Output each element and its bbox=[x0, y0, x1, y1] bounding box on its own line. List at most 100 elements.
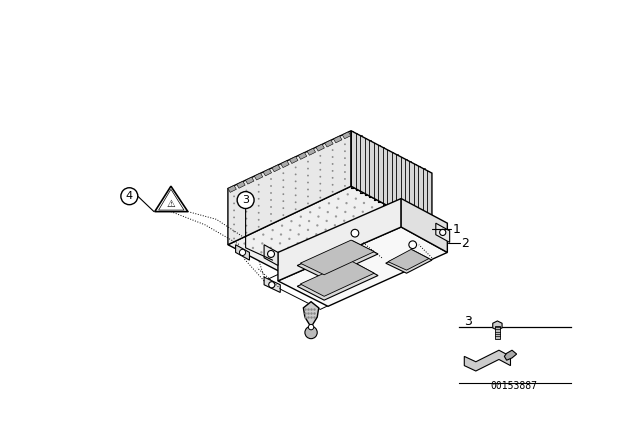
Circle shape bbox=[317, 215, 319, 218]
Polygon shape bbox=[297, 241, 378, 279]
Circle shape bbox=[233, 231, 235, 233]
Circle shape bbox=[233, 202, 235, 204]
Circle shape bbox=[258, 205, 260, 207]
Circle shape bbox=[393, 237, 396, 239]
Circle shape bbox=[332, 191, 333, 193]
Circle shape bbox=[303, 264, 305, 267]
Polygon shape bbox=[342, 132, 351, 139]
Circle shape bbox=[294, 269, 296, 271]
Circle shape bbox=[305, 246, 307, 249]
Circle shape bbox=[258, 219, 260, 221]
Circle shape bbox=[282, 186, 284, 188]
Circle shape bbox=[282, 207, 284, 209]
Circle shape bbox=[358, 246, 360, 248]
Circle shape bbox=[295, 173, 296, 175]
Circle shape bbox=[326, 220, 328, 222]
Circle shape bbox=[307, 202, 309, 204]
Circle shape bbox=[286, 255, 289, 258]
Circle shape bbox=[312, 268, 314, 271]
Polygon shape bbox=[401, 198, 447, 252]
Polygon shape bbox=[388, 250, 429, 270]
Circle shape bbox=[344, 211, 346, 213]
Circle shape bbox=[396, 219, 397, 221]
Polygon shape bbox=[236, 245, 250, 260]
Circle shape bbox=[319, 169, 321, 171]
Circle shape bbox=[270, 213, 272, 215]
Circle shape bbox=[332, 242, 334, 244]
Circle shape bbox=[353, 215, 355, 217]
Circle shape bbox=[308, 220, 310, 222]
Circle shape bbox=[270, 185, 272, 187]
Circle shape bbox=[355, 198, 357, 200]
Circle shape bbox=[303, 273, 305, 276]
Circle shape bbox=[340, 246, 342, 249]
Circle shape bbox=[277, 260, 280, 262]
Circle shape bbox=[253, 238, 255, 240]
Circle shape bbox=[369, 224, 371, 226]
Circle shape bbox=[376, 237, 378, 239]
Circle shape bbox=[282, 179, 284, 181]
Circle shape bbox=[353, 206, 356, 209]
Circle shape bbox=[258, 198, 260, 200]
Circle shape bbox=[358, 237, 361, 239]
Circle shape bbox=[337, 198, 339, 200]
Circle shape bbox=[299, 224, 301, 227]
Circle shape bbox=[246, 211, 247, 212]
Circle shape bbox=[347, 193, 349, 195]
Circle shape bbox=[262, 233, 264, 236]
Polygon shape bbox=[333, 136, 342, 143]
Circle shape bbox=[270, 206, 272, 208]
Circle shape bbox=[268, 250, 275, 258]
Circle shape bbox=[344, 185, 346, 187]
Circle shape bbox=[246, 197, 247, 198]
Circle shape bbox=[339, 264, 340, 266]
Polygon shape bbox=[278, 198, 401, 281]
Polygon shape bbox=[386, 250, 432, 273]
Circle shape bbox=[307, 229, 309, 231]
Polygon shape bbox=[155, 186, 188, 211]
Circle shape bbox=[377, 228, 379, 230]
Circle shape bbox=[233, 195, 235, 197]
Circle shape bbox=[350, 233, 353, 235]
Polygon shape bbox=[264, 277, 280, 293]
Circle shape bbox=[300, 215, 302, 218]
Circle shape bbox=[319, 155, 321, 157]
Circle shape bbox=[271, 238, 273, 240]
Circle shape bbox=[233, 237, 235, 239]
Polygon shape bbox=[300, 240, 374, 275]
Polygon shape bbox=[228, 186, 432, 289]
Polygon shape bbox=[254, 173, 263, 180]
Circle shape bbox=[296, 242, 299, 244]
Circle shape bbox=[304, 255, 307, 258]
Circle shape bbox=[295, 167, 296, 168]
Circle shape bbox=[282, 172, 284, 174]
Polygon shape bbox=[297, 262, 378, 300]
Polygon shape bbox=[495, 326, 500, 339]
Circle shape bbox=[344, 150, 346, 152]
Circle shape bbox=[331, 250, 333, 253]
Polygon shape bbox=[263, 169, 271, 176]
Circle shape bbox=[332, 177, 333, 179]
Text: 4: 4 bbox=[126, 191, 133, 201]
Circle shape bbox=[332, 170, 333, 172]
Circle shape bbox=[332, 149, 333, 151]
Circle shape bbox=[344, 178, 346, 180]
Polygon shape bbox=[272, 165, 280, 172]
Circle shape bbox=[330, 259, 332, 262]
Polygon shape bbox=[246, 177, 254, 184]
Polygon shape bbox=[351, 131, 432, 229]
Circle shape bbox=[319, 176, 321, 178]
Circle shape bbox=[269, 247, 272, 249]
Circle shape bbox=[363, 202, 365, 204]
Circle shape bbox=[348, 259, 350, 262]
Text: 3: 3 bbox=[464, 315, 472, 328]
Circle shape bbox=[282, 193, 284, 195]
Polygon shape bbox=[303, 302, 319, 327]
Circle shape bbox=[289, 229, 292, 231]
Polygon shape bbox=[298, 152, 307, 159]
Circle shape bbox=[341, 237, 343, 240]
Circle shape bbox=[314, 242, 317, 244]
Polygon shape bbox=[316, 144, 324, 151]
Circle shape bbox=[269, 282, 275, 288]
Circle shape bbox=[237, 192, 254, 208]
